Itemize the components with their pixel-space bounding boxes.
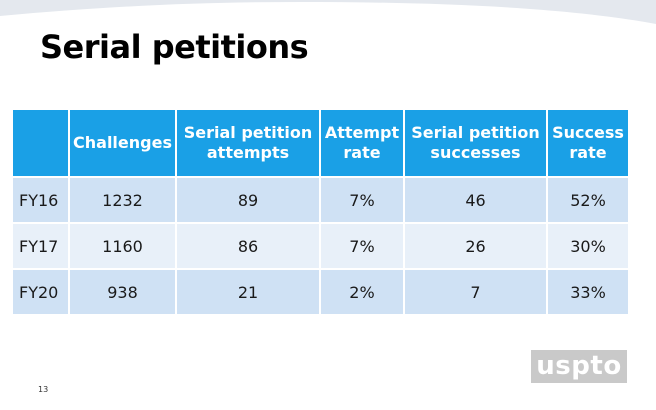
table-cell-success-rate: 52% [548,178,628,222]
table-cell-successes: 7 [405,270,546,314]
header-cell-serial-petition-successes: Serial petition successes [405,110,546,176]
serial-petitions-table: Challenges Serial petition attempts Atte… [11,108,630,316]
table-cell-successes: 26 [405,224,546,268]
slide-title: Serial petitions [40,28,309,66]
header-cell-attempt-rate: Attempt rate [321,110,403,176]
table-cell-successes: 46 [405,178,546,222]
table-cell-attempt-rate: 7% [321,178,403,222]
table-header-row: Challenges Serial petition attempts Atte… [13,110,628,176]
table-row: FY20 938 21 2% 7 33% [13,270,628,314]
table-cell-success-rate: 30% [548,224,628,268]
table-cell-attempt-rate: 2% [321,270,403,314]
table-cell-year: FY16 [13,178,68,222]
table-row: FY17 1160 86 7% 26 30% [13,224,628,268]
header-cell-serial-petition-attempts: Serial petition attempts [177,110,319,176]
header-cell-challenges: Challenges [70,110,175,176]
top-decorative-band [0,0,656,24]
header-cell-blank [13,110,68,176]
uspto-logo: uspto [531,350,627,383]
table-cell-success-rate: 33% [548,270,628,314]
page-number: 13 [38,385,49,394]
table-cell-challenges: 938 [70,270,175,314]
table-cell-challenges: 1160 [70,224,175,268]
table-cell-attempt-rate: 7% [321,224,403,268]
table-cell-attempts: 89 [177,178,319,222]
table-cell-year: FY17 [13,224,68,268]
table-row: FY16 1232 89 7% 46 52% [13,178,628,222]
table-cell-year: FY20 [13,270,68,314]
table-cell-challenges: 1232 [70,178,175,222]
header-cell-success-rate: Success rate [548,110,628,176]
table-cell-attempts: 86 [177,224,319,268]
table-cell-attempts: 21 [177,270,319,314]
